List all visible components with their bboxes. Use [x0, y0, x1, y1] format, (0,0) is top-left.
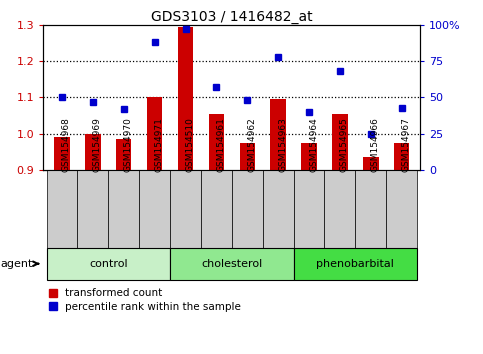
Bar	[332, 114, 348, 170]
Text: GSM154967: GSM154967	[402, 118, 411, 172]
Text: GSM154970: GSM154970	[124, 118, 133, 172]
Title: GDS3103 / 1416482_at: GDS3103 / 1416482_at	[151, 10, 313, 24]
Bar	[178, 27, 193, 170]
Text: GSM154963: GSM154963	[278, 118, 287, 172]
Text: GSM154966: GSM154966	[371, 118, 380, 172]
Bar	[201, 170, 232, 248]
Bar	[240, 143, 255, 170]
Text: GSM154961: GSM154961	[216, 118, 226, 172]
Bar	[355, 170, 386, 248]
Bar	[263, 170, 294, 248]
Text: GSM154964: GSM154964	[309, 118, 318, 172]
Bar	[46, 248, 170, 280]
Bar	[394, 143, 410, 170]
Bar	[301, 143, 317, 170]
Bar	[363, 157, 379, 170]
Text: control: control	[89, 259, 128, 269]
Legend: transformed count, percentile rank within the sample: transformed count, percentile rank withi…	[49, 289, 241, 312]
Text: GSM154968: GSM154968	[62, 118, 71, 172]
Bar	[147, 97, 162, 170]
Bar	[294, 170, 325, 248]
Bar	[108, 170, 139, 248]
Bar	[294, 248, 417, 280]
Bar	[270, 99, 286, 170]
Bar	[170, 248, 294, 280]
Text: GSM154962: GSM154962	[247, 118, 256, 172]
Bar	[139, 170, 170, 248]
Text: cholesterol: cholesterol	[201, 259, 262, 269]
Text: GSM154965: GSM154965	[340, 118, 349, 172]
Bar	[54, 137, 70, 170]
Text: GSM154969: GSM154969	[93, 118, 102, 172]
Bar	[77, 170, 108, 248]
Bar	[46, 170, 77, 248]
Bar	[325, 170, 355, 248]
Bar	[170, 170, 201, 248]
Bar	[386, 170, 417, 248]
Bar	[209, 114, 224, 170]
Bar	[232, 170, 263, 248]
Bar	[85, 133, 100, 170]
Bar	[116, 139, 131, 170]
Text: GSM154510: GSM154510	[185, 118, 195, 172]
Text: GSM154971: GSM154971	[155, 118, 164, 172]
Text: phenobarbital: phenobarbital	[316, 259, 394, 269]
Text: agent: agent	[0, 259, 38, 269]
